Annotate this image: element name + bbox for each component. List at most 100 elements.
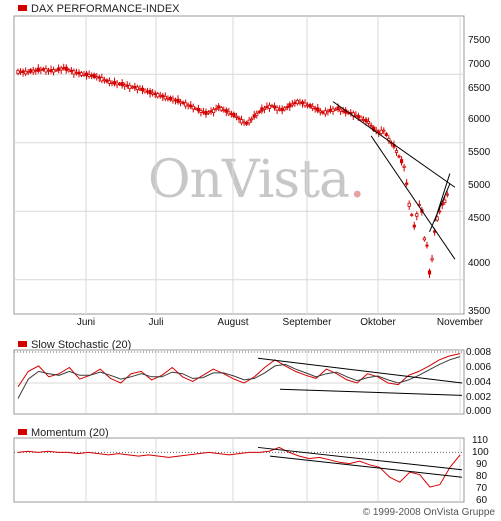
candle-body — [438, 210, 442, 213]
candle-body — [407, 202, 411, 207]
candle-body — [267, 104, 272, 109]
candle-body — [145, 90, 150, 93]
y-tick-label: 0.006 — [466, 362, 492, 373]
candle-body — [214, 108, 218, 110]
candle-body — [191, 105, 195, 110]
candle-body — [364, 118, 368, 123]
candle-body — [278, 108, 282, 111]
y-tick-label: 6500 — [468, 83, 491, 94]
y-tick-label: 0.000 — [466, 406, 492, 417]
stoch-plot-frame — [13, 349, 465, 415]
candle-body — [87, 74, 91, 77]
candle-body — [74, 72, 79, 75]
candle-body — [260, 107, 264, 112]
candle-body — [298, 101, 302, 104]
candle-body — [84, 72, 89, 77]
candle-body — [39, 68, 43, 72]
candle-body — [64, 66, 68, 71]
momentum-trendline — [269, 455, 463, 478]
candle-body — [95, 76, 99, 79]
candle-body — [125, 84, 129, 87]
candle-body — [270, 105, 274, 107]
candle-body — [161, 94, 165, 98]
y-tick-label: 80 — [476, 471, 488, 482]
candle-body — [51, 69, 56, 73]
candle-body — [384, 133, 388, 137]
stoch-chart-title-text: Slow Stochastic (20) — [31, 339, 132, 351]
candle-body — [361, 119, 366, 121]
candle-body — [326, 110, 330, 113]
candle-body — [21, 70, 25, 74]
candle-body — [283, 107, 287, 111]
candle-body — [107, 80, 112, 84]
candle-body — [313, 107, 317, 110]
candle-body — [394, 150, 399, 153]
candle-body — [341, 110, 345, 113]
candle-body — [206, 111, 211, 114]
candle-body — [333, 108, 338, 111]
y-tick-label: 4000 — [468, 258, 491, 269]
candle-body — [366, 121, 371, 124]
candle-body — [316, 107, 320, 112]
candle-body — [57, 67, 61, 71]
candle-body — [293, 101, 297, 104]
candle-body — [245, 121, 249, 125]
candle-body — [18, 71, 23, 73]
y-tick-label: 0.004 — [466, 377, 492, 388]
x-tick-label: August — [217, 317, 249, 328]
candle-body — [250, 118, 254, 121]
candle-body — [29, 69, 33, 73]
candle-body — [280, 107, 284, 112]
candle-body — [336, 106, 340, 110]
candle-body — [305, 104, 310, 107]
candle-body — [112, 81, 117, 85]
series-swatch — [18, 5, 27, 12]
candle-body — [196, 107, 200, 112]
trendline — [370, 135, 456, 260]
candle-body — [34, 69, 38, 72]
momentum-series-line — [17, 446, 461, 488]
candle-body — [415, 213, 419, 217]
candle-body — [445, 193, 449, 196]
candle-body — [41, 68, 46, 71]
candle-body — [412, 224, 416, 228]
candle-body — [204, 110, 208, 115]
x-tick-label: Juni — [76, 317, 96, 328]
onvista-watermark: OnVista. — [148, 150, 365, 210]
stoch-trendline — [279, 388, 463, 396]
candle-body — [128, 84, 132, 90]
candle-body — [321, 111, 325, 114]
y-tick-label: 6000 — [468, 114, 491, 125]
candle-body — [194, 108, 198, 110]
candle-body — [224, 109, 228, 113]
candle-body — [356, 115, 360, 118]
candle-body — [399, 159, 404, 164]
candle-body — [379, 129, 383, 134]
candle-body — [26, 71, 30, 74]
trendline — [332, 101, 456, 188]
y-tick-label: 70 — [476, 483, 488, 494]
candle-body — [148, 90, 152, 95]
candle-body — [242, 121, 246, 124]
candle-body — [229, 113, 233, 115]
candle-body — [369, 124, 373, 127]
candle-body — [303, 102, 307, 107]
momentum-plot-frame — [13, 437, 465, 503]
candle-body — [36, 67, 40, 72]
main-plot-frame — [13, 15, 465, 315]
candle-body — [69, 69, 73, 72]
candle-body — [331, 108, 335, 112]
candle-body — [79, 72, 84, 76]
candle-body — [234, 115, 239, 118]
candle-body — [153, 92, 157, 96]
candle-body — [209, 110, 213, 113]
candle-body — [272, 105, 277, 109]
candle-body — [163, 95, 167, 100]
candle-body — [359, 116, 363, 121]
candle-body — [62, 67, 66, 70]
trendline — [434, 173, 451, 222]
candle-body — [219, 107, 223, 111]
candle-body — [265, 105, 269, 109]
candle-body — [397, 155, 401, 158]
candle-body — [285, 106, 289, 109]
